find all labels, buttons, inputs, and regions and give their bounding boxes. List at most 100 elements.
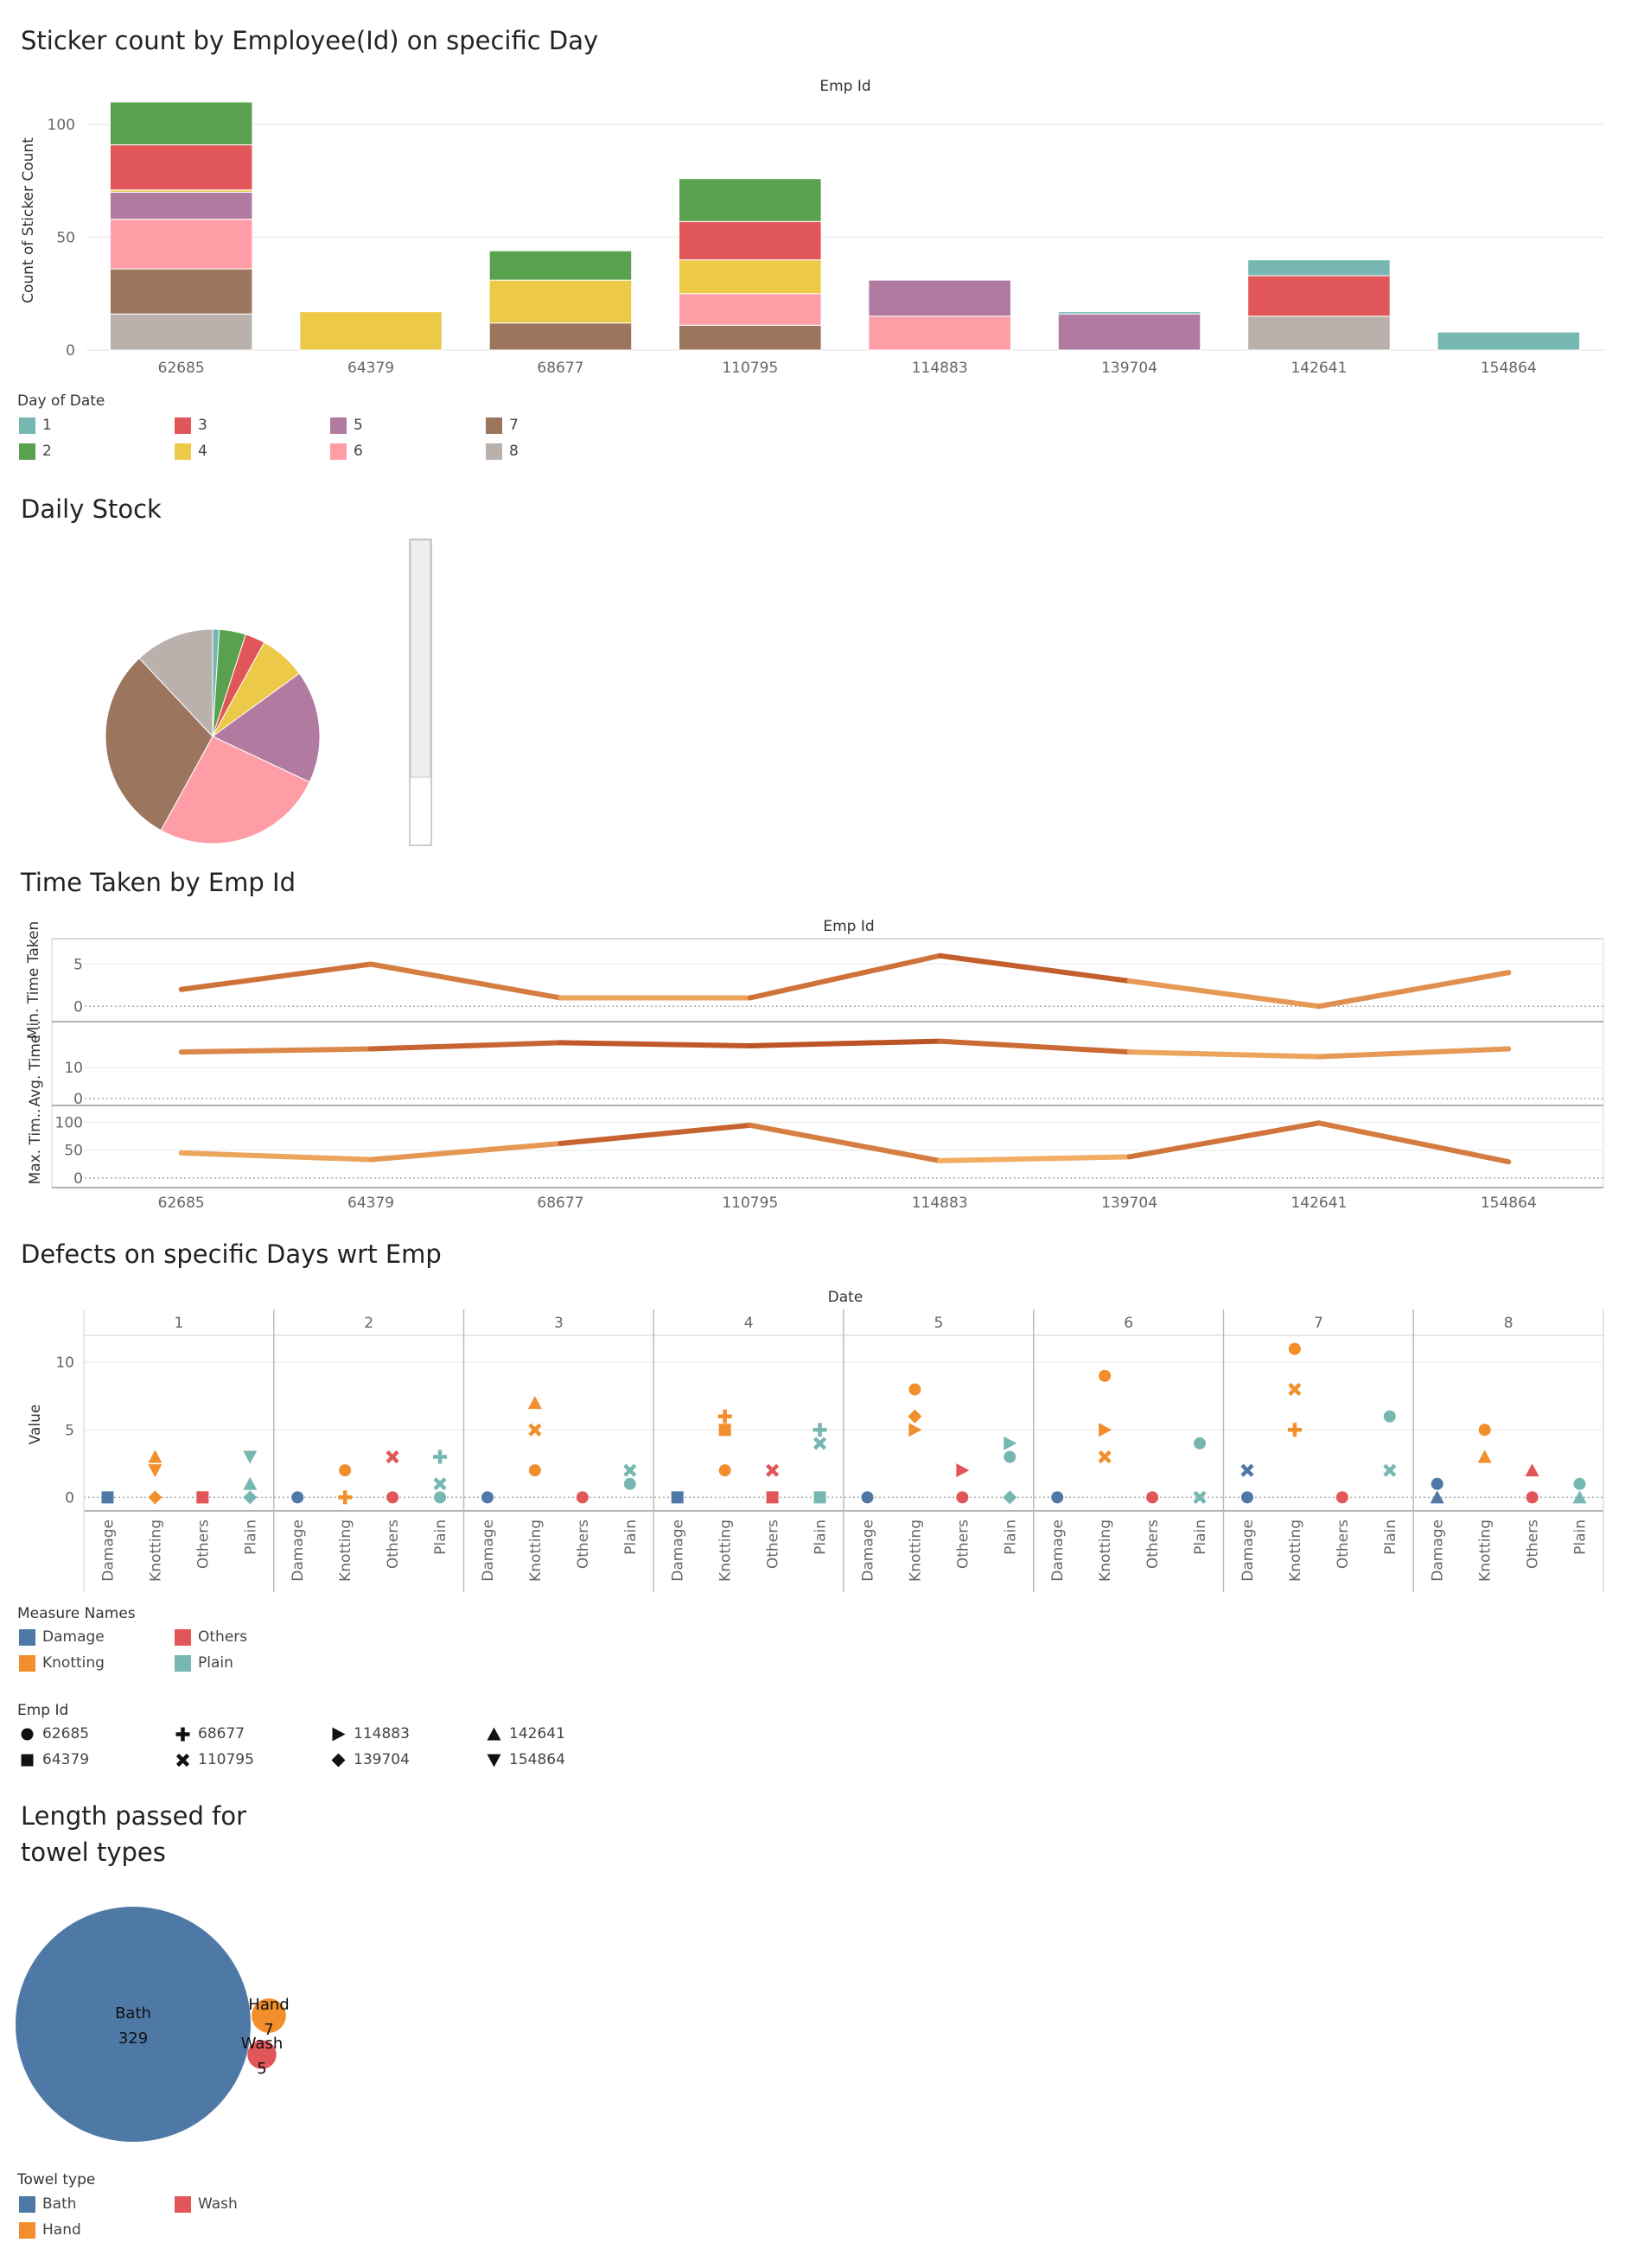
legend-item-emp-64379[interactable]: 64379 [19,1751,89,1768]
scatter-point [908,1383,921,1396]
legend-item-day-3[interactable]: 3 [175,417,207,434]
legend-shape [332,1727,346,1741]
scatter-date-header: 4 [744,1315,754,1332]
legend-item-measure-damage[interactable]: Damage [19,1628,105,1646]
legend-shape-triangle-down-icon [487,1754,501,1767]
bar-segment [299,311,443,351]
bar-x-tick-label: 114883 [912,360,968,377]
bar-y-tick-label: 50 [56,230,75,247]
scatter-point [718,1464,731,1477]
legend-item-towel-bath[interactable]: Bath [19,2195,77,2213]
line-segment [368,1040,564,1052]
scatter-point [1287,1423,1302,1437]
scatter-point [1430,1490,1444,1504]
bar-x-tick-label: 62685 [158,360,205,377]
legend-item-emp-110795[interactable]: 110795 [175,1751,254,1768]
scatter-point [291,1491,304,1504]
legend-shape [487,1727,501,1740]
daily-stock-title: Daily Stock [21,494,162,524]
scatter-point [243,1476,258,1490]
bar-segment [679,220,822,261]
bar-x-tick-label: 110795 [722,360,778,377]
legend-item-day-7[interactable]: 7 [486,417,519,434]
line-segment [1126,1049,1322,1060]
bubble [252,1998,286,2033]
legend-item-measure-others[interactable]: Others [175,1628,247,1646]
legend-item-towel-wash[interactable]: Wash [175,2195,238,2213]
legend-item-measure-knotting[interactable]: Knotting [19,1654,105,1672]
bar-segment [679,293,822,326]
legend-item-day-1[interactable]: 1 [19,417,52,434]
scatter-point [148,1464,162,1478]
legend-item-measure-plain[interactable]: Plain [175,1654,233,1672]
legend-label: Knotting [42,1654,105,1672]
scatter-measure-label: Others [575,1519,592,1569]
legend-item-day-8[interactable]: 8 [486,443,519,460]
legend-label: Bath [42,2195,77,2213]
scatter-measure-label: Others [1144,1519,1162,1569]
scatter-point [766,1463,780,1477]
scatter-column-header: Date [828,1289,863,1306]
legend-swatch [486,417,502,434]
length-title-line2: towel types [21,1838,166,1867]
scatter-point [908,1423,922,1437]
scatter-point [1478,1424,1491,1437]
line-segment [747,1038,943,1048]
legend-item-emp-142641[interactable]: 142641 [486,1725,565,1742]
legend-label: 4 [198,443,207,460]
line-segment [747,952,943,1001]
scatter-measure-label: Knotting [1287,1519,1304,1582]
legend-item-day-6[interactable]: 6 [330,443,363,460]
scatter-point [1194,1437,1207,1449]
legend-swatch [175,443,191,460]
legend-label: 68677 [198,1725,245,1742]
bubble [16,1907,251,2142]
scatter-point [1572,1490,1587,1504]
legend-swatch [19,443,35,460]
scatter-point [338,1490,353,1505]
legend-shape-cross-icon [175,1753,190,1767]
legend-label: Plain [198,1654,233,1672]
scatter-measure-label: Others [1525,1519,1542,1569]
scatter-measure-label: Damage [290,1519,307,1582]
legend-item-emp-62685[interactable]: 62685 [19,1725,89,1742]
scatter-point [433,1477,447,1491]
line-segment [368,1141,564,1163]
legend-item-day-4[interactable]: 4 [175,443,207,460]
legend-swatch [19,2195,35,2213]
bar-x-tick-label: 154864 [1481,360,1537,377]
pie-slice [105,657,213,831]
scatter-date-header: 1 [174,1315,183,1332]
scatter-date-header: 8 [1504,1315,1513,1332]
line-y-tick-label: 100 [55,1115,83,1132]
stock-slider-thumb [410,539,431,778]
line-x-tick-label: 62685 [158,1195,205,1212]
scatter-point [1573,1477,1586,1490]
bar-segment [1057,311,1201,315]
legend-label: Wash [198,2195,238,2213]
scatter-point [623,1463,637,1477]
scatter-point [386,1449,399,1464]
legend-label: 64379 [42,1751,90,1768]
bubble [247,2040,277,2069]
legend-item-day-5[interactable]: 5 [330,417,363,434]
bar-segment [488,250,633,281]
scatter-point [196,1491,209,1504]
bar-segment [109,101,253,146]
legend-item-day-2[interactable]: 2 [19,443,52,460]
legend-shape-triangle-up-icon [487,1727,501,1740]
bar-segment [1247,315,1391,351]
legend-label: 8 [509,443,519,460]
line-segment [558,1040,753,1048]
legend-item-emp-154864[interactable]: 154864 [486,1751,565,1768]
legend-item-emp-139704[interactable]: 139704 [330,1751,410,1768]
legend-swatch [486,443,502,460]
legend-label: 62685 [42,1725,90,1742]
legend-item-emp-68677[interactable]: 68677 [175,1725,245,1742]
scatter-point [718,1424,731,1437]
legend-item-emp-114883[interactable]: 114883 [330,1725,410,1742]
scatter-measure-label: Plain [1382,1519,1399,1555]
scatter-point [766,1491,779,1504]
legend-item-towel-hand[interactable]: Hand [19,2221,81,2239]
scatter-y-tick-label: 10 [55,1354,74,1372]
